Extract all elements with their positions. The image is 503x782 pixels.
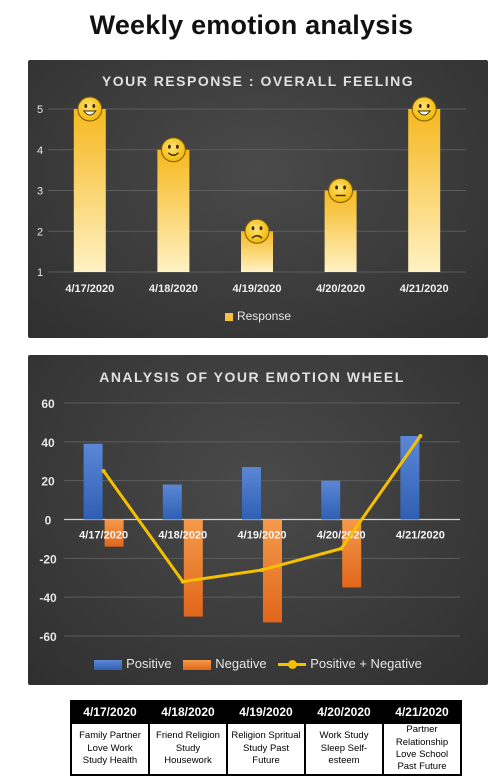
- overall-feeling-chart-panel: YOUR RESPONSE : OVERALL FEELING 1 2 3 4 5 4/17…: [28, 60, 488, 338]
- neutral-face-icon: [328, 178, 354, 203]
- net-point: [101, 468, 106, 473]
- x-tick-label: 4/19/2020: [233, 283, 282, 295]
- y-tick-label: 60: [41, 397, 55, 411]
- response-bar: [73, 109, 106, 272]
- net-line: [102, 435, 422, 584]
- legend-item-positive: Positive: [94, 656, 172, 671]
- legend-item-response: Response: [224, 308, 292, 323]
- net-point: [180, 579, 185, 584]
- legend-label-net: Positive + Negative: [310, 656, 422, 672]
- grinning-face-icon: [77, 96, 103, 122]
- table-cell: Partner Relationship Love School Past Fu…: [382, 722, 462, 776]
- table-cell: Work Study Sleep Self-esteem: [304, 722, 384, 776]
- y-tick-label: 1: [37, 267, 43, 279]
- response-bar: [157, 149, 190, 272]
- emotion-wheel-chart-panel: ANALYSIS OF YOUR EMOTION WHEEL -60 -40 -20 0…: [28, 355, 488, 685]
- y-tick-label: 2: [37, 226, 43, 238]
- positive-bar: [242, 467, 261, 520]
- legend-swatch-negative: [183, 659, 212, 670]
- table-header: 4/20/2020: [304, 700, 384, 724]
- y-tick-label: 3: [37, 186, 43, 198]
- response-bar: [324, 190, 357, 272]
- table-header: 4/17/2020: [70, 700, 150, 724]
- legend-swatch-positive: [94, 659, 123, 670]
- table-cell: Family Partner Love Work Study Health: [70, 722, 150, 776]
- page-title: Weekly emotion analysis: [89, 10, 414, 40]
- x-tick-label: 4/20/2020: [316, 283, 365, 295]
- y-tick-label: -20: [39, 552, 57, 566]
- negative-bar: [342, 519, 362, 588]
- chart-title: YOUR RESPONSE : OVERALL FEELING: [102, 73, 414, 89]
- x-tick-label: 4/17/2020: [79, 530, 128, 542]
- legend-swatch-net: [278, 660, 307, 670]
- legend-swatch-response: [224, 312, 233, 321]
- positive-bar: [83, 443, 103, 520]
- y-tick-label: 4: [37, 145, 43, 157]
- y-tick-label: -60: [39, 630, 57, 644]
- table-cell: Friend Religion Study Housework: [148, 722, 228, 776]
- x-tick-label: 4/19/2020: [238, 530, 287, 542]
- legend-label-positive: Positive: [126, 656, 172, 672]
- x-tick-label: 4/20/2020: [317, 530, 366, 542]
- legend-item-negative: Negative: [183, 656, 267, 672]
- emotion-wheel-chart: ANALYSIS OF YOUR EMOTION WHEEL -60 -40 -20 0…: [39, 369, 460, 644]
- overall-feeling-chart: YOUR RESPONSE : OVERALL FEELING 1 2 3 4 5 4/17…: [37, 73, 466, 295]
- x-tick-label: 4/21/2020: [396, 530, 445, 542]
- y-tick-label: -40: [39, 591, 57, 605]
- x-tick-label: 4/18/2020: [149, 283, 198, 295]
- negative-bar: [263, 519, 282, 623]
- x-tick-label: 4/17/2020: [65, 283, 114, 295]
- x-tick-label: 4/21/2020: [400, 283, 449, 295]
- emotion-wheel-legend: Positive Negative Positive + Negative: [28, 655, 488, 671]
- legend-item-net: Positive + Negative: [278, 656, 422, 671]
- positive-bar: [321, 480, 341, 520]
- net-point: [260, 567, 264, 572]
- chart-title: ANALYSIS OF YOUR EMOTION WHEEL: [99, 369, 405, 385]
- legend-label-response: Response: [236, 308, 292, 323]
- table-header-row: 4/17/2020 4/18/2020 4/19/2020 4/20/2020 …: [70, 700, 462, 724]
- frowning-face-icon: [244, 218, 270, 244]
- x-tick-label: 4/18/2020: [158, 530, 207, 542]
- table-row: Family Partner Love Work Study Health Fr…: [70, 722, 462, 776]
- legend-label-negative: Negative: [215, 656, 267, 672]
- table-header: 4/18/2020: [148, 700, 228, 724]
- response-bar: [408, 109, 441, 272]
- table-cell: Religion Spritual Study Past Future: [226, 722, 306, 776]
- y-tick-label: 40: [41, 436, 55, 450]
- y-tick-label: 5: [37, 104, 43, 116]
- overall-feeling-legend: Response: [28, 308, 488, 323]
- net-point: [339, 546, 344, 551]
- positive-bar: [162, 484, 182, 520]
- emotion-words-table: 4/17/2020 4/18/2020 4/19/2020 4/20/2020 …: [70, 700, 462, 776]
- negative-bar: [104, 519, 124, 547]
- table-header: 4/21/2020: [382, 700, 462, 724]
- grinning-face-icon: [411, 96, 437, 122]
- y-tick-label: 20: [41, 475, 55, 489]
- table-header: 4/19/2020: [226, 700, 306, 724]
- net-point: [418, 434, 423, 439]
- y-tick-label: 0: [45, 514, 52, 528]
- negative-bar: [183, 519, 203, 617]
- smiling-face-icon: [160, 137, 186, 163]
